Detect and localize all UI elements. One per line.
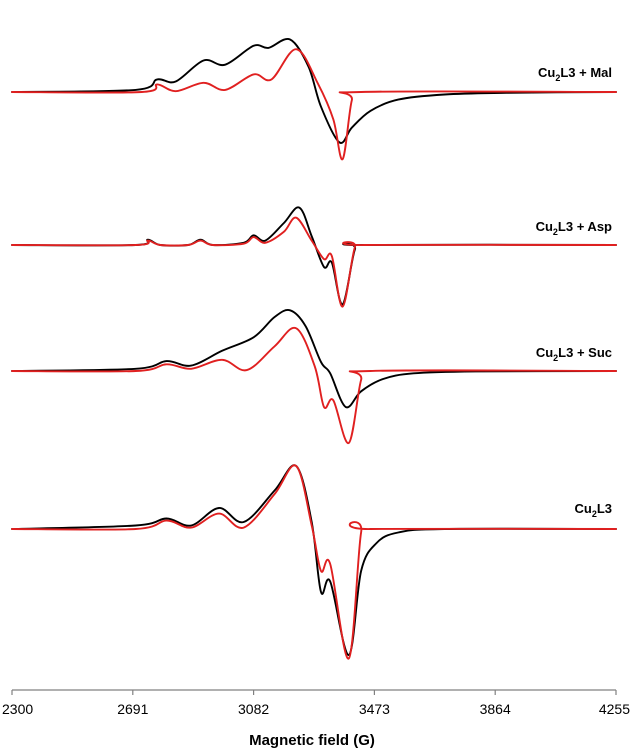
- series-label-2-subscript: 2: [553, 227, 558, 237]
- x-tick-label-6: 4255: [599, 701, 630, 717]
- x-tick-label-4: 3473: [359, 701, 390, 717]
- spectrum-1-simulated-trace: [11, 48, 617, 161]
- spectrum-3-simulated-trace: [11, 326, 617, 444]
- spectrum-2-simulated-trace: [11, 216, 617, 308]
- spectrum-1-experimental-trace: [11, 37, 617, 144]
- x-tick-label-1: 2300: [2, 701, 33, 717]
- series-label-4-subscript: 2: [592, 509, 597, 519]
- spectrum-4-simulated-trace: [11, 464, 617, 660]
- x-tick-label-5: 3864: [480, 701, 511, 717]
- series-label-1: Cu2L3 + Mal: [538, 65, 612, 83]
- series-label-1-subscript: 2: [555, 73, 560, 83]
- spectrum-3-experimental-trace: [11, 309, 617, 409]
- series-label-2: Cu2L3 + Asp: [536, 219, 612, 237]
- series-label-3-part-1: Cu: [536, 345, 553, 360]
- series-label-1-part-3: L3 + Mal: [560, 65, 612, 80]
- series-label-3-subscript: 2: [553, 353, 558, 363]
- series-label-2-part-1: Cu: [536, 219, 553, 234]
- series-label-1-part-1: Cu: [538, 65, 555, 80]
- spectrum-2-experimental-trace: [11, 206, 617, 306]
- x-axis-title: Magnetic field (G): [249, 732, 375, 749]
- x-axis: 2300 2691 3082 3473 3864 4255: [2, 689, 630, 717]
- series-label-4: Cu2L3: [574, 501, 612, 519]
- series-label-3: Cu2L3 + Suc: [536, 345, 612, 363]
- spectrum-4-experimental-trace: [11, 464, 617, 656]
- x-tick-label-3: 3082: [238, 701, 269, 717]
- series-label-4-part-1: Cu: [574, 501, 591, 516]
- x-tick-label-2: 2691: [117, 701, 148, 717]
- series-label-2-part-3: L3 + Asp: [558, 219, 612, 234]
- series-label-4-part-3: L3: [597, 501, 612, 516]
- series-label-3-part-3: L3 + Suc: [558, 345, 612, 360]
- spectra-traces: [11, 37, 617, 660]
